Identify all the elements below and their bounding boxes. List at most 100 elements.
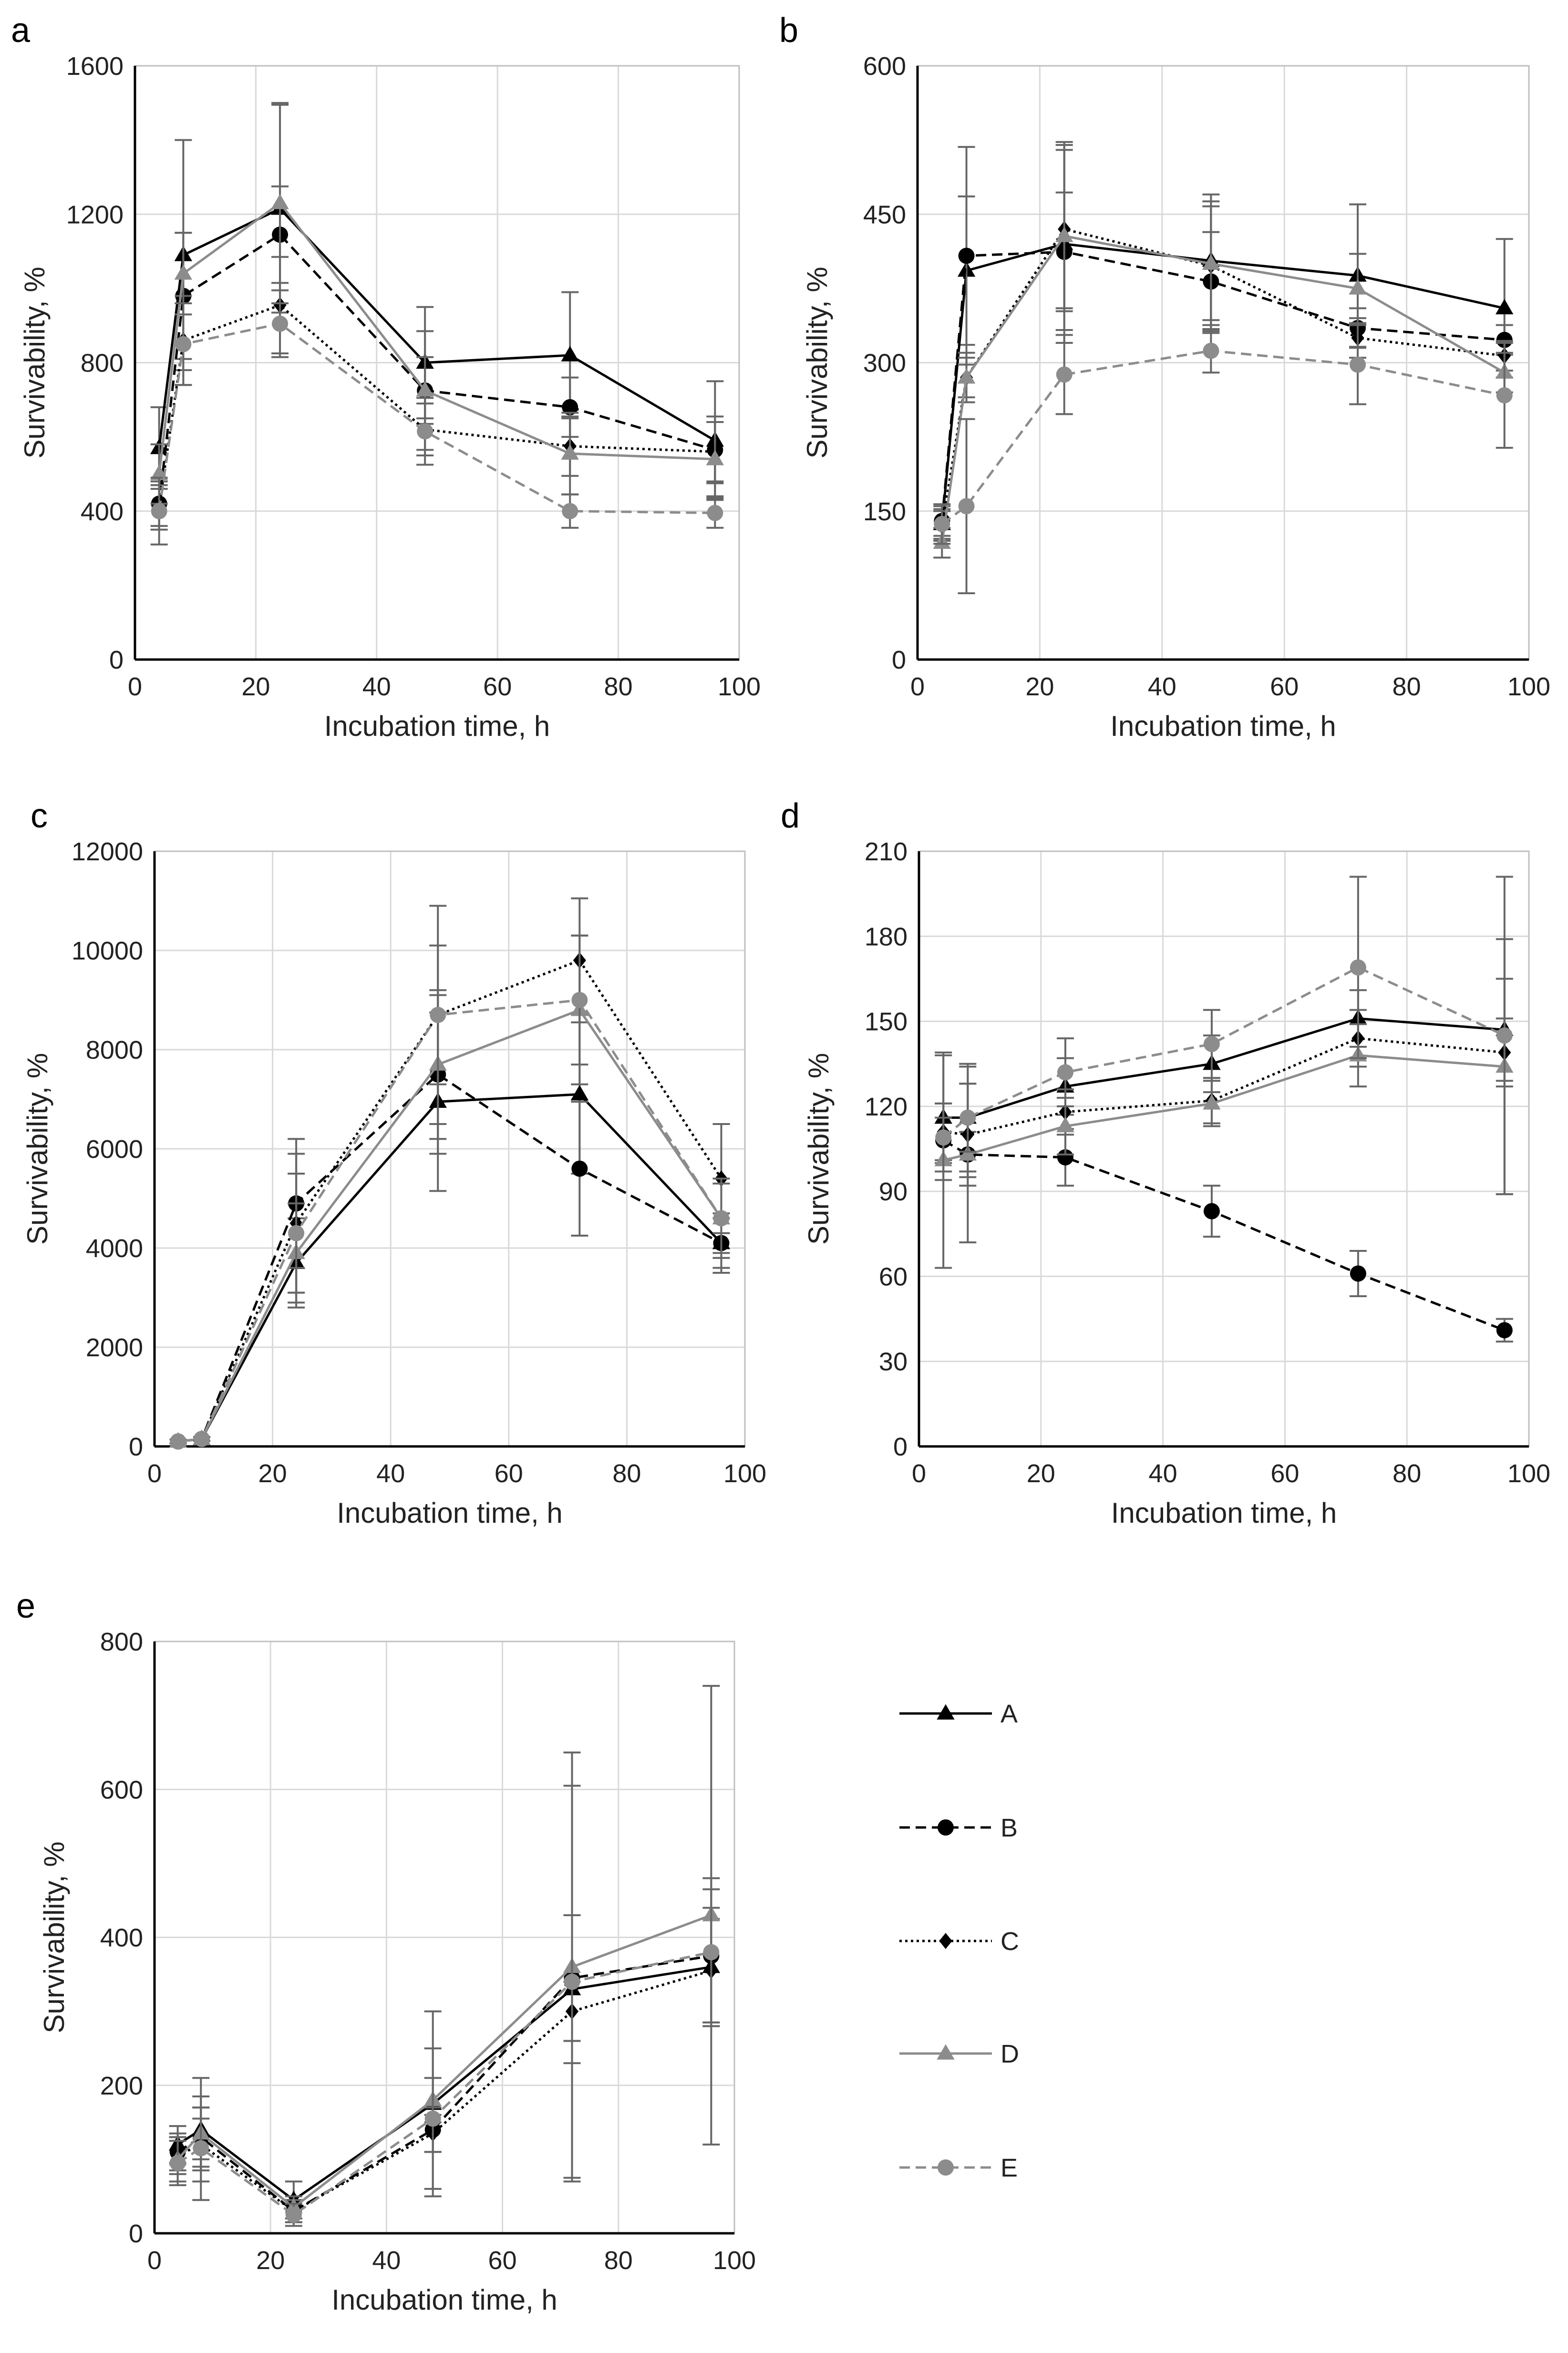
series-E xyxy=(169,1785,720,2227)
series-B xyxy=(933,146,1513,537)
panel-d: 0 20 40 60 80 100 0 30 60 90 120 150 180 210 Incubatio… xyxy=(781,797,1550,1529)
series-D xyxy=(168,1685,721,2219)
series-line-A xyxy=(178,1093,722,1443)
series-D xyxy=(933,141,1514,559)
data-point-D xyxy=(271,194,289,209)
y-tick-label: 400 xyxy=(81,497,124,526)
y-tick-label: 0 xyxy=(893,1433,908,1461)
x-axis-title: Incubation time, h xyxy=(1110,710,1336,742)
y-tick-label: 0 xyxy=(129,2219,143,2248)
series-line-E xyxy=(178,999,722,1443)
x-tick-label: 100 xyxy=(1507,1459,1550,1488)
series-line-E xyxy=(177,1951,712,2217)
data-point-E xyxy=(424,2110,441,2127)
data-point-E xyxy=(194,1431,210,1447)
data-point-E xyxy=(703,1944,720,1961)
series-line-B xyxy=(158,233,716,504)
y-tick-label: 450 xyxy=(863,200,906,229)
x-tick-label: 80 xyxy=(604,2246,633,2275)
x-tick-label: 100 xyxy=(713,2246,756,2275)
series-C xyxy=(150,256,724,531)
series-A xyxy=(168,1907,721,2219)
series-line-B xyxy=(178,1073,722,1443)
y-tick-label: 8000 xyxy=(86,1036,143,1064)
y-tick-label: 200 xyxy=(100,2072,143,2100)
y-tick-label: 150 xyxy=(863,497,906,526)
series-C xyxy=(169,897,730,1450)
data-point-E xyxy=(1203,342,1219,359)
x-tick-label: 40 xyxy=(1148,672,1176,701)
data-point-E xyxy=(285,2207,302,2223)
data-point-B xyxy=(1057,1149,1073,1166)
series-A xyxy=(933,144,1514,540)
y-tick-label: 30 xyxy=(879,1348,908,1376)
data-point-E xyxy=(1057,1064,1073,1081)
x-tick-label: 60 xyxy=(495,1459,523,1488)
series-line-A xyxy=(940,242,1505,524)
y-tick-label: 1600 xyxy=(66,52,124,81)
series-line-B xyxy=(942,1139,1505,1331)
data-point-E xyxy=(713,1210,730,1227)
data-point-E xyxy=(193,2140,209,2157)
data-point-E xyxy=(1350,356,1366,373)
y-tick-label: 600 xyxy=(100,1775,143,1804)
data-point-D xyxy=(416,381,434,397)
y-tick-label: 1200 xyxy=(66,200,124,229)
series-line-D xyxy=(943,1054,1505,1162)
y-tick-label: 800 xyxy=(100,1628,143,1656)
y-axis-title: Survivability, % xyxy=(21,1053,53,1245)
x-tick-label: 60 xyxy=(1270,672,1299,701)
panel-a: 0 20 40 60 80 100 0 400 800 1200 1600 Incubation ti… xyxy=(11,11,761,742)
x-tick-label: 20 xyxy=(1025,672,1054,701)
legend-marker-D xyxy=(937,2044,955,2060)
series-D xyxy=(934,938,1514,1269)
legend: A B C D E xyxy=(899,1700,1019,2182)
series-line-A xyxy=(177,1966,712,2202)
data-point-D xyxy=(174,264,193,280)
y-tick-label: 120 xyxy=(865,1093,908,1121)
legend-marker-C xyxy=(939,1933,952,1949)
x-tick-label: 80 xyxy=(1393,672,1421,701)
x-axis-title: Incubation time, h xyxy=(1111,1497,1337,1529)
y-tick-label: 90 xyxy=(879,1177,908,1206)
x-axis-title: Incubation time, h xyxy=(337,1497,563,1529)
x-tick-label: 100 xyxy=(723,1459,766,1488)
data-point-A xyxy=(1496,299,1514,315)
data-point-E xyxy=(934,516,950,532)
series-A xyxy=(934,978,1514,1181)
data-point-B xyxy=(562,399,578,415)
y-axis-title: Survivability, % xyxy=(38,1841,70,2033)
series-E xyxy=(150,289,724,546)
series-B xyxy=(169,1888,720,2223)
x-tick-label: 80 xyxy=(604,672,633,701)
data-point-B xyxy=(571,1160,588,1177)
y-tick-label: 2000 xyxy=(86,1333,143,1362)
x-tick-label: 100 xyxy=(1507,672,1550,701)
series-line-C xyxy=(158,304,715,508)
data-point-E xyxy=(170,1433,186,1450)
series-C xyxy=(935,1009,1513,1187)
y-tick-label: 600 xyxy=(863,52,906,81)
x-tick-label: 100 xyxy=(718,672,761,701)
x-axis-title: Incubation time, h xyxy=(331,2284,557,2316)
panel-label: d xyxy=(781,797,800,835)
panel-label: a xyxy=(11,11,31,50)
y-tick-label: 400 xyxy=(100,1924,143,1952)
data-point-E xyxy=(417,423,433,440)
panel-label: e xyxy=(16,1587,35,1625)
x-tick-label: 0 xyxy=(910,672,925,701)
y-tick-label: 210 xyxy=(865,837,908,866)
series-B xyxy=(150,185,724,527)
legend-marker-A xyxy=(937,1704,955,1720)
data-point-E xyxy=(288,1225,305,1241)
y-tick-label: 150 xyxy=(865,1008,908,1036)
series-line-D xyxy=(940,235,1505,543)
series-C xyxy=(933,149,1513,542)
y-tick-label: 6000 xyxy=(86,1135,143,1164)
data-point-E xyxy=(169,2155,186,2171)
series-line-C xyxy=(177,1969,712,2213)
x-tick-label: 60 xyxy=(488,2246,517,2275)
legend-label: B xyxy=(1001,1814,1018,1842)
legend-marker-B xyxy=(938,1819,954,1836)
